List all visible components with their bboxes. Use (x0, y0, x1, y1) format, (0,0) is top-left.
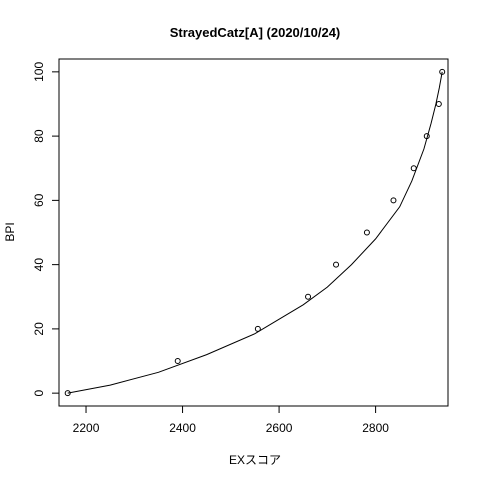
data-point (410, 165, 417, 172)
data-point (174, 358, 181, 365)
y-tick-label: 20 (32, 322, 46, 336)
x-tick-label: 2600 (266, 421, 293, 435)
x-tick-label: 2200 (73, 421, 100, 435)
data-point (390, 197, 397, 204)
y-axis: 0 20 40 60 80 100 (32, 62, 60, 396)
data-point (435, 100, 442, 107)
data-point (439, 68, 446, 75)
data-point (305, 293, 312, 300)
y-tick-label: 60 (32, 193, 46, 207)
x-axis: 2200 2400 2600 2800 (73, 405, 389, 435)
y-tick-label: 100 (32, 62, 46, 82)
y-tick-label: 40 (32, 258, 46, 272)
data-points (64, 68, 446, 397)
data-point (254, 325, 261, 332)
data-point (363, 229, 370, 236)
x-axis-label: EXスコア (229, 453, 281, 467)
data-point (64, 390, 71, 397)
x-tick-label: 2400 (169, 421, 196, 435)
chart-title: StrayedCatz[A] (2020/10/24) (170, 25, 341, 40)
y-axis-label: BPI (3, 222, 17, 241)
x-tick-label: 2800 (362, 421, 389, 435)
fitted-curve (67, 71, 443, 394)
data-point (423, 133, 430, 140)
data-point (333, 261, 340, 268)
plot-frame (58, 58, 449, 407)
y-tick-label: 80 (32, 129, 46, 143)
y-tick-label: 0 (32, 389, 46, 396)
